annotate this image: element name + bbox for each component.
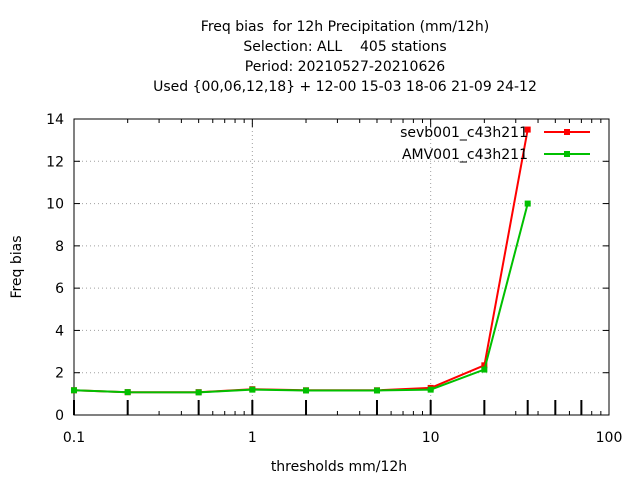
threshold-marks (73, 400, 583, 415)
legend-swatch-marker-2 (564, 151, 570, 157)
x-tick-label: 100 (596, 430, 623, 446)
series-point-2 (481, 366, 488, 373)
chart-title: Freq bias for 12h Precipitation (mm/12h) (200, 19, 490, 35)
series-layer (71, 126, 531, 396)
chart-subtitle-period: Period: 20210527-20210626 (244, 59, 446, 75)
series-point-2 (124, 389, 131, 396)
series-line-1 (73, 129, 529, 394)
x-axis-label: thresholds mm/12h (271, 459, 407, 475)
series-point-1 (524, 126, 531, 133)
x-tick-label: 0.1 (63, 430, 85, 446)
y-tick-label: 0 (55, 408, 64, 424)
series-point-1 (481, 362, 488, 369)
series-point-2 (303, 387, 310, 394)
series-point-2 (249, 386, 256, 393)
legend-label-1: sevb001_c43h211 (400, 125, 528, 141)
x-tick-label: 1 (248, 430, 257, 446)
series-point-2 (427, 386, 434, 393)
y-tick-label: 2 (55, 366, 64, 382)
chart-subtitle-selection: Selection: ALL 405 stations (243, 39, 447, 55)
series-line-2 (73, 203, 529, 394)
y-tick-label: 14 (46, 112, 64, 128)
series-point-2 (195, 389, 202, 396)
legend-label-2: AMV001_c43h211 (402, 147, 528, 163)
series-point-2 (524, 200, 531, 207)
chart-subtitle-used: Used {00,06,12,18} + 12-00 15-03 18-06 2… (153, 79, 537, 95)
plot-frame (73, 118, 610, 416)
series-point-2 (373, 387, 380, 394)
legend: sevb001_c43h211 AMV001_c43h211 (400, 125, 590, 163)
y-axis-label: Freq bias (9, 235, 25, 298)
y-tick-label: 6 (55, 281, 64, 297)
y-tick-label: 8 (55, 239, 64, 255)
axes: 0 2 4 6 8 10 12 14 0.1 1 10 100 (46, 112, 622, 446)
series-point-2 (71, 387, 77, 394)
grid-layer (74, 119, 609, 415)
x-tick-label: 10 (422, 430, 440, 446)
chart-title-block: Freq bias for 12h Precipitation (mm/12h)… (0, 17, 640, 97)
legend-swatch-marker-1 (564, 129, 570, 135)
y-tick-label: 10 (46, 197, 64, 213)
y-tick-label: 4 (55, 323, 64, 339)
y-tick-label: 12 (46, 154, 64, 170)
